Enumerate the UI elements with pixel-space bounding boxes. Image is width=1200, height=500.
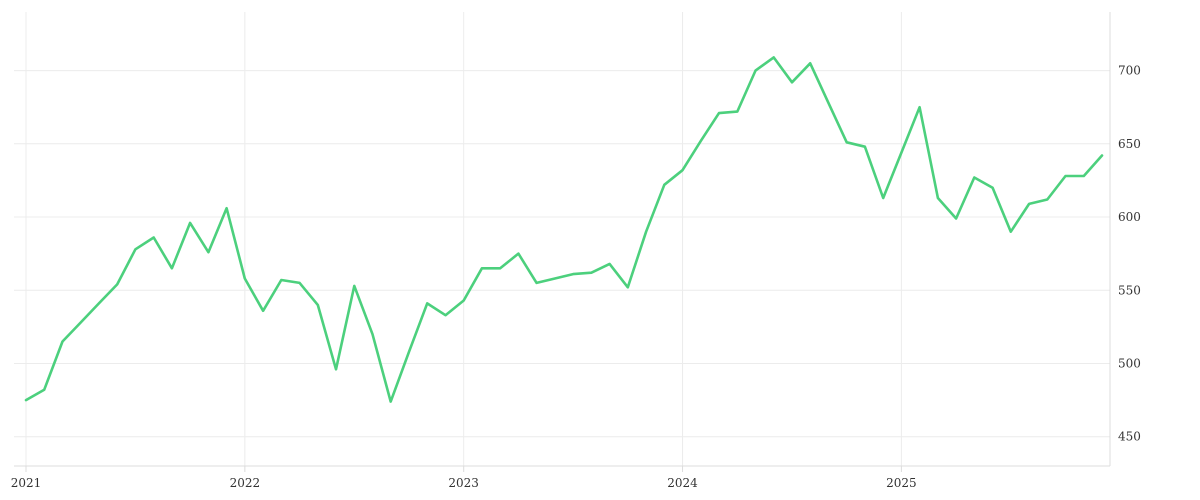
data-point-2022-08 bbox=[371, 333, 373, 335]
data-point-2025-04 bbox=[955, 217, 957, 219]
tick-labels: 450 500 550 600 650 700 2021 2022 2023 2024 2025 bbox=[11, 64, 1141, 490]
data-point-2023-02 bbox=[481, 267, 483, 269]
data-point-2022-01 bbox=[244, 277, 246, 279]
data-point-2025-09 bbox=[1046, 198, 1048, 200]
data-point-2025-05 bbox=[973, 176, 975, 178]
y-tick-label-700: 700 bbox=[1118, 64, 1141, 78]
data-point-2021-08 bbox=[153, 236, 155, 238]
data-point-2021-03 bbox=[61, 340, 63, 342]
data-point-2025-01 bbox=[900, 151, 902, 153]
data-point-2022-06 bbox=[335, 368, 337, 370]
x-tick-label-2021: 2021 bbox=[11, 476, 42, 490]
data-point-2023-01 bbox=[463, 299, 465, 301]
data-point-2023-07 bbox=[572, 273, 574, 275]
data-point-2022-07 bbox=[353, 285, 355, 287]
data-point-2025-02 bbox=[918, 106, 920, 108]
y-tick-label-600: 600 bbox=[1118, 210, 1141, 224]
x-tick-label-2024: 2024 bbox=[667, 476, 698, 490]
data-point-2024-01 bbox=[681, 169, 683, 171]
data-point-2024-06 bbox=[773, 56, 775, 58]
data-point-2021-01 bbox=[25, 399, 27, 401]
y-tick-label-550: 550 bbox=[1118, 283, 1141, 297]
axes bbox=[14, 12, 1111, 472]
data-point-2023-08 bbox=[590, 272, 592, 274]
data-point-2022-11 bbox=[426, 302, 428, 304]
series-layer bbox=[24, 56, 1104, 403]
y-tick-label-450: 450 bbox=[1118, 430, 1141, 444]
data-point-2022-12 bbox=[444, 314, 446, 316]
data-point-2025-08 bbox=[1028, 203, 1030, 205]
data-point-2021-05 bbox=[98, 302, 100, 304]
data-point-2022-04 bbox=[298, 282, 300, 284]
data-point-2025-12 bbox=[1101, 154, 1103, 156]
data-point-2024-08 bbox=[809, 62, 811, 64]
data-point-2025-10 bbox=[1064, 175, 1066, 177]
data-point-2024-07 bbox=[791, 81, 793, 83]
data-point-2023-10 bbox=[627, 286, 629, 288]
data-point-2023-09 bbox=[608, 263, 610, 265]
data-point-2021-02 bbox=[43, 389, 45, 391]
data-point-2024-03 bbox=[718, 112, 720, 114]
data-point-2024-09 bbox=[827, 102, 829, 104]
data-point-2025-07 bbox=[1010, 231, 1012, 233]
x-tick-label-2023: 2023 bbox=[448, 476, 479, 490]
data-point-2024-11 bbox=[864, 146, 866, 148]
data-point-2024-10 bbox=[846, 141, 848, 143]
data-point-2022-10 bbox=[408, 351, 410, 353]
y-tick-label-650: 650 bbox=[1118, 137, 1141, 151]
data-point-2024-05 bbox=[754, 69, 756, 71]
data-point-2025-03 bbox=[937, 197, 939, 199]
data-point-2021-09 bbox=[171, 267, 173, 269]
data-point-2024-02 bbox=[700, 140, 702, 142]
data-point-2023-06 bbox=[554, 277, 556, 279]
data-point-2021-12 bbox=[225, 207, 227, 209]
x-tick-label-2025: 2025 bbox=[886, 476, 917, 490]
data-point-2021-04 bbox=[80, 321, 82, 323]
grid bbox=[14, 12, 1110, 466]
data-point-2021-11 bbox=[207, 251, 209, 253]
series-line-0 bbox=[24, 56, 1104, 403]
data-point-2024-12 bbox=[882, 197, 884, 199]
data-point-2023-11 bbox=[645, 231, 647, 233]
data-point-2022-09 bbox=[390, 400, 392, 402]
data-point-2025-06 bbox=[991, 187, 993, 189]
data-point-2021-06 bbox=[116, 283, 118, 285]
y-tick-label-500: 500 bbox=[1118, 356, 1141, 370]
data-point-2023-03 bbox=[499, 267, 501, 269]
data-point-2023-04 bbox=[517, 252, 519, 254]
data-point-2022-03 bbox=[280, 279, 282, 281]
data-point-2021-10 bbox=[189, 222, 191, 224]
data-point-2021-07 bbox=[134, 248, 136, 250]
data-point-2022-02 bbox=[262, 310, 264, 312]
data-point-2023-05 bbox=[535, 282, 537, 284]
data-point-2025-11 bbox=[1083, 175, 1085, 177]
data-point-2022-05 bbox=[317, 304, 319, 306]
data-point-2024-04 bbox=[736, 110, 738, 112]
data-point-2023-12 bbox=[663, 184, 665, 186]
x-tick-label-2022: 2022 bbox=[230, 476, 261, 490]
